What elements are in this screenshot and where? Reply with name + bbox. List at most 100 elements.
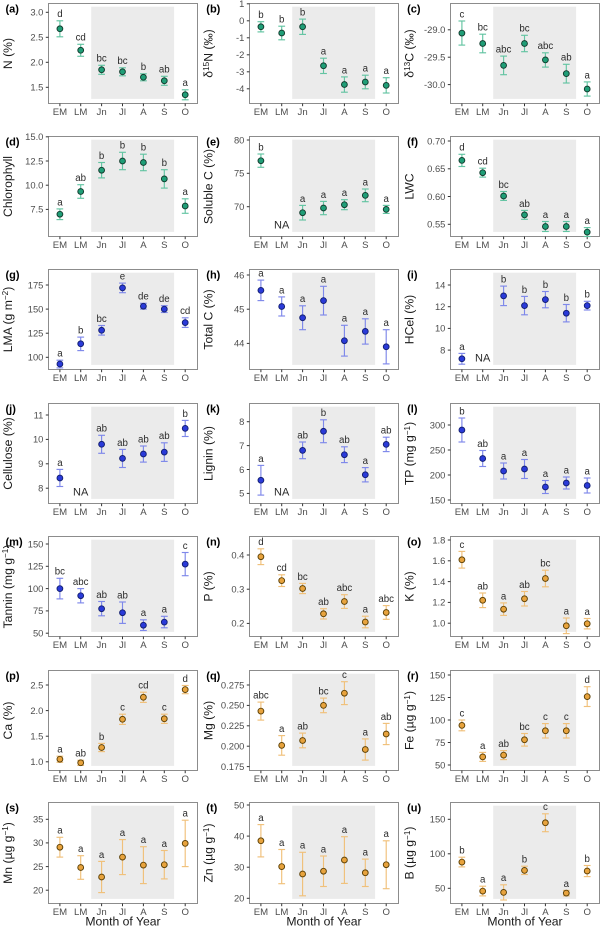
svg-text:abc: abc	[253, 691, 269, 702]
svg-text:150: 150	[430, 669, 446, 680]
svg-text:Jl: Jl	[320, 774, 327, 785]
svg-text:(i): (i)	[407, 269, 418, 281]
svg-text:b: b	[279, 15, 284, 26]
svg-text:Jn: Jn	[298, 907, 308, 918]
svg-text:Jn: Jn	[97, 507, 107, 518]
svg-text:cd: cd	[478, 157, 488, 168]
svg-text:8: 8	[38, 483, 43, 494]
svg-text:Month of Year: Month of Year	[85, 915, 160, 929]
svg-text:3.0: 3.0	[30, 7, 43, 18]
svg-text:a: a	[279, 285, 285, 296]
svg-text:de: de	[138, 292, 149, 303]
svg-text:S: S	[563, 774, 569, 785]
svg-text:A: A	[542, 240, 549, 251]
svg-text:(c): (c)	[407, 3, 421, 15]
svg-text:a: a	[564, 210, 570, 221]
svg-text:ab: ab	[381, 426, 392, 437]
svg-text:b: b	[162, 158, 167, 169]
svg-text:O: O	[382, 774, 389, 785]
svg-text:a: a	[384, 318, 390, 329]
svg-text:125: 125	[28, 328, 44, 339]
svg-text:S: S	[362, 373, 368, 384]
svg-text:a: a	[585, 607, 591, 618]
svg-text:1.4: 1.4	[432, 576, 445, 587]
svg-text:Mn (µg g−1​): Mn (µg g−1​)	[1, 822, 15, 884]
svg-text:bc: bc	[297, 572, 307, 583]
svg-text:(g): (g)	[6, 269, 20, 281]
svg-text:10: 10	[435, 323, 445, 334]
svg-text:a: a	[321, 275, 327, 286]
svg-text:150: 150	[28, 303, 44, 314]
svg-text:abc: abc	[378, 594, 394, 605]
svg-text:EM: EM	[254, 107, 268, 118]
svg-text:EM: EM	[254, 907, 268, 918]
svg-text:EM: EM	[53, 240, 67, 251]
svg-text:a: a	[543, 469, 549, 480]
svg-text:a: a	[57, 826, 63, 837]
svg-text:1.8: 1.8	[432, 534, 445, 545]
svg-text:Ca (%): Ca (%)	[1, 702, 15, 740]
svg-text:bc: bc	[519, 722, 529, 733]
svg-text:c: c	[162, 703, 167, 714]
svg-text:100: 100	[28, 352, 44, 363]
svg-text:ab: ab	[75, 173, 86, 184]
svg-text:d: d	[585, 675, 590, 686]
svg-text:S: S	[362, 240, 368, 251]
svg-text:O: O	[382, 373, 389, 384]
svg-text:b: b	[585, 854, 590, 865]
svg-text:O: O	[382, 240, 389, 251]
svg-text:abc: abc	[73, 577, 89, 588]
svg-text:O: O	[382, 507, 389, 518]
svg-text:7: 7	[239, 440, 244, 451]
svg-text:a: a	[480, 741, 486, 752]
svg-text:A: A	[140, 640, 147, 651]
svg-text:a: a	[522, 448, 528, 459]
svg-text:8: 8	[440, 344, 445, 355]
svg-text:A: A	[341, 907, 348, 918]
svg-text:LM: LM	[275, 507, 288, 518]
svg-text:50: 50	[33, 628, 43, 639]
svg-text:Jn: Jn	[97, 774, 107, 785]
svg-text:Jn: Jn	[298, 507, 308, 518]
svg-text:b: b	[585, 290, 590, 301]
svg-text:bc: bc	[318, 687, 328, 698]
svg-text:a: a	[141, 608, 147, 619]
svg-text:NA: NA	[475, 353, 491, 365]
svg-text:a: a	[564, 465, 570, 476]
svg-text:12: 12	[435, 301, 445, 312]
svg-text:a: a	[384, 194, 390, 205]
svg-text:A: A	[542, 507, 549, 518]
svg-text:Jl: Jl	[320, 507, 327, 518]
svg-text:2.0: 2.0	[30, 57, 43, 68]
svg-text:bc: bc	[498, 180, 508, 191]
svg-text:O: O	[181, 774, 188, 785]
svg-text:LM: LM	[275, 107, 288, 118]
svg-text:LM: LM	[74, 774, 87, 785]
svg-text:Jn: Jn	[499, 107, 509, 118]
svg-text:45: 45	[234, 304, 244, 315]
svg-text:LM: LM	[74, 240, 87, 251]
svg-text:c: c	[342, 670, 347, 681]
svg-text:O: O	[181, 107, 188, 118]
svg-text:Jn: Jn	[499, 240, 509, 251]
svg-text:Jl: Jl	[119, 507, 126, 518]
svg-text:c: c	[183, 541, 188, 552]
svg-text:0.225: 0.225	[221, 720, 244, 731]
svg-text:0.250: 0.250	[221, 700, 244, 711]
svg-text:20: 20	[234, 893, 244, 904]
svg-text:Jn: Jn	[499, 507, 509, 518]
svg-text:Jn: Jn	[97, 907, 107, 918]
svg-text:b: b	[99, 151, 104, 162]
svg-text:Jn: Jn	[97, 107, 107, 118]
svg-text:EM: EM	[53, 507, 67, 518]
svg-text:Jn: Jn	[298, 107, 308, 118]
svg-text:c: c	[564, 712, 569, 723]
svg-text:Lignin (%): Lignin (%)	[202, 426, 216, 481]
svg-text:ab: ab	[297, 722, 308, 733]
svg-text:b: b	[258, 142, 263, 153]
svg-text:a: a	[363, 456, 369, 467]
svg-text:b: b	[120, 141, 125, 152]
svg-text:LM: LM	[476, 774, 489, 785]
svg-text:a: a	[279, 838, 285, 849]
svg-text:10.0: 10.0	[25, 180, 43, 191]
